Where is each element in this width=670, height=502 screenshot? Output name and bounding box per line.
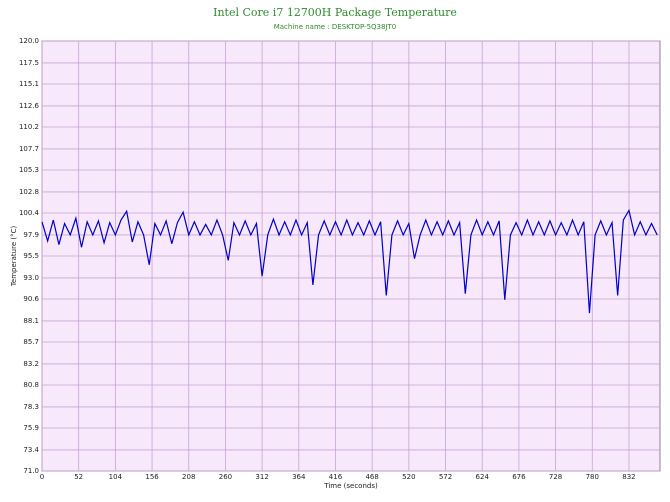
- y-tick-label: 102.8: [19, 188, 39, 196]
- x-tick-label: 364: [292, 473, 306, 481]
- x-tick-label: 260: [219, 473, 232, 481]
- chart-title: Intel Core i7 12700H Package Temperature: [213, 6, 457, 19]
- x-tick-label: 520: [402, 473, 415, 481]
- y-tick-label: 93.0: [23, 274, 39, 282]
- x-tick-label: 52: [74, 473, 83, 481]
- x-tick-label: 208: [182, 473, 195, 481]
- y-tick-label: 80.8: [23, 381, 39, 389]
- temperature-line: [41, 208, 658, 314]
- y-tick-label: 100.4: [19, 209, 40, 217]
- y-tick-label: 115.1: [19, 80, 39, 88]
- x-tick-label: 572: [439, 473, 452, 481]
- y-tick-label: 105.3: [19, 166, 39, 174]
- x-tick-label: 468: [365, 473, 378, 481]
- x-tick-label: 312: [255, 473, 268, 481]
- x-axis-label: Time (seconds): [323, 482, 378, 490]
- x-tick-label: 780: [586, 473, 599, 481]
- y-tick-label: 110.2: [19, 123, 39, 131]
- y-tick-label: 85.7: [23, 338, 39, 346]
- x-tick-label: 104: [109, 473, 123, 481]
- x-tick-label: 728: [549, 473, 562, 481]
- x-tick-label: 416: [329, 473, 343, 481]
- x-tick-label: 676: [512, 473, 526, 481]
- y-tick-label: 73.4: [23, 446, 39, 454]
- y-tick-label: 90.6: [23, 295, 39, 303]
- x-tick-label: 832: [622, 473, 635, 481]
- x-tick-label: 624: [476, 473, 490, 481]
- y-tick-label: 112.6: [19, 102, 40, 110]
- y-tick-label: 120.0: [19, 37, 39, 45]
- chart-subtitle: Machine name : DESKTOP-5Q38JT0: [274, 23, 397, 31]
- y-tick-label: 117.5: [19, 59, 39, 67]
- y-axis-label: Temperature (°C): [10, 226, 18, 288]
- x-tick-label: 0: [40, 473, 44, 481]
- y-tick-label: 95.5: [23, 252, 39, 260]
- x-tick-label: 156: [145, 473, 159, 481]
- y-tick-label: 71.0: [23, 467, 39, 475]
- y-tick-label: 97.9: [23, 231, 39, 239]
- y-tick-label: 88.1: [23, 317, 39, 325]
- y-tick-label: 78.3: [23, 403, 39, 411]
- y-tick-label: 75.9: [23, 424, 39, 432]
- y-tick-label: 83.2: [23, 360, 39, 368]
- y-tick-label: 107.7: [19, 145, 39, 153]
